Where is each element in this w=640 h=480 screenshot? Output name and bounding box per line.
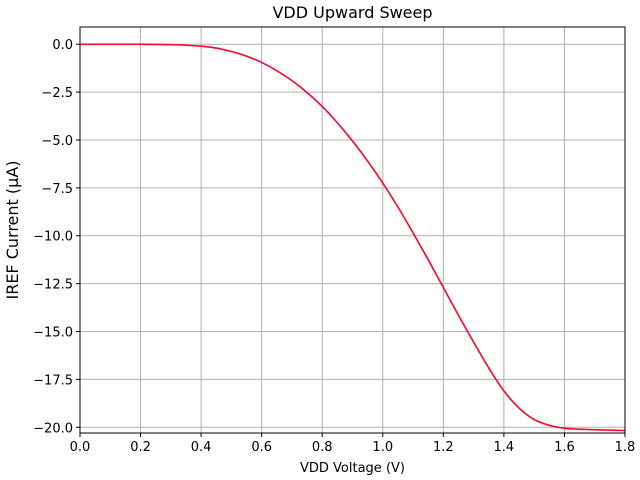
x-tick-label: 1.2 <box>433 440 454 455</box>
y-axis-title: IREF Current (μA) <box>3 160 22 299</box>
x-tick-label: 0.8 <box>312 440 333 455</box>
y-tick-label: −2.5 <box>41 86 73 101</box>
y-tick-label: 0.0 <box>52 38 73 53</box>
ticks: 0.0 0.2 0.4 0.6 0.8 1.0 1.2 1.4 1.6 1.8 0.0 −2.5 −5.… <box>33 38 635 455</box>
x-tick-label: 1.4 <box>494 440 515 455</box>
y-tick-label: −10.0 <box>33 230 73 245</box>
y-tick-label: −7.5 <box>41 182 73 197</box>
plot-frame <box>79 26 626 434</box>
x-tick-label: 1.6 <box>554 440 575 455</box>
y-tick-label: −15.0 <box>33 326 73 341</box>
y-tick-label: −20.0 <box>33 421 73 436</box>
x-tick-label: 0.0 <box>70 440 91 455</box>
x-tick-label: 0.2 <box>130 440 151 455</box>
y-tick-label: −17.5 <box>33 373 73 388</box>
x-axis-title: VDD Voltage (V) <box>300 461 405 476</box>
x-tick-label: 1.8 <box>615 440 636 455</box>
chart-title: VDD Upward Sweep <box>272 3 432 22</box>
x-tick-label: 1.0 <box>372 440 393 455</box>
x-tick-label: 0.6 <box>251 440 272 455</box>
y-tick-label: −12.5 <box>33 278 73 293</box>
y-tick-label: −5.0 <box>41 134 73 149</box>
series-line <box>80 43 626 432</box>
series-layer <box>80 43 626 432</box>
x-tick-label: 0.4 <box>191 440 212 455</box>
